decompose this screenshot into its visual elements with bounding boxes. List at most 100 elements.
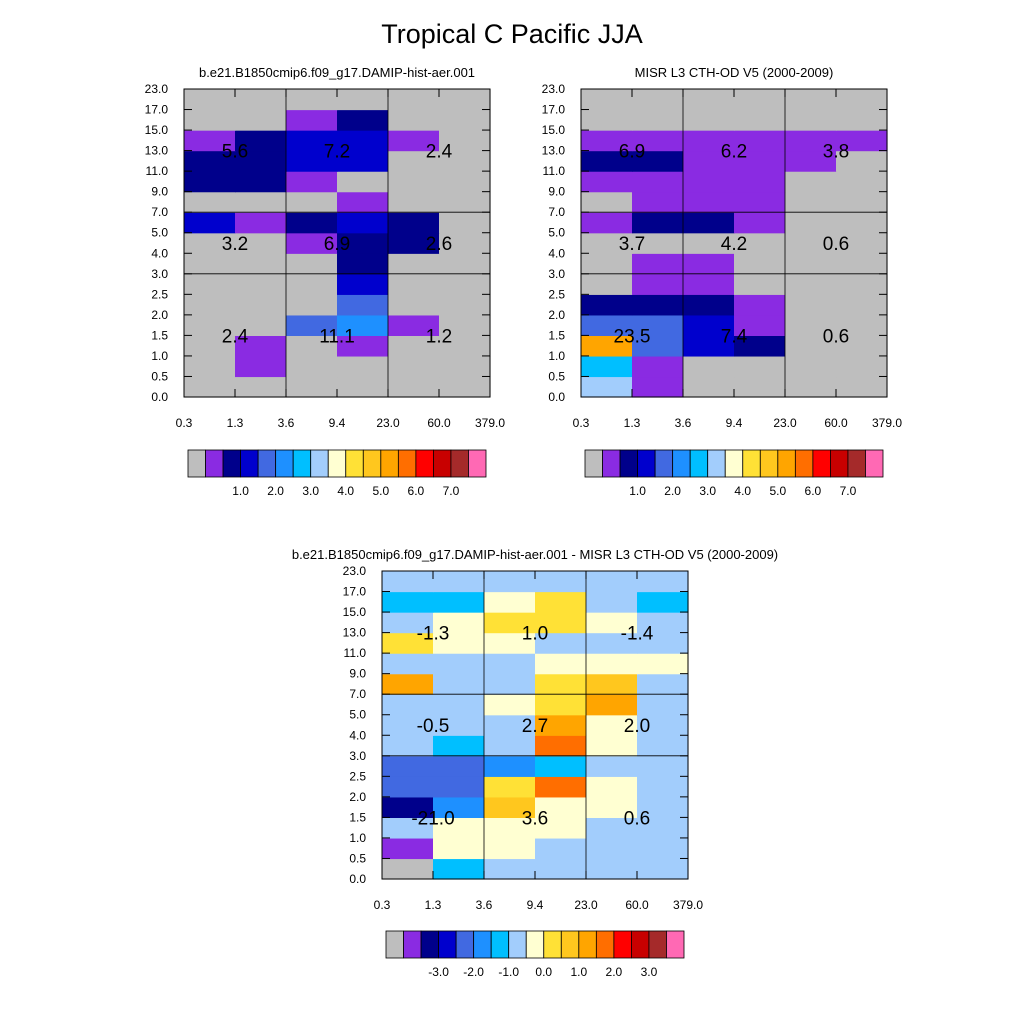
heatmap-cell [388, 314, 440, 336]
heatmap-cell [433, 673, 485, 695]
heatmap-cell [433, 796, 485, 818]
heatmap-cell [235, 314, 287, 336]
group-value-label: 2.0 [624, 716, 650, 737]
group-value-label: 2.4 [222, 326, 249, 347]
colorbar-label: -1.0 [498, 965, 519, 979]
colorbar-label: 2.0 [606, 965, 623, 979]
y-tick-label: 4.0 [349, 728, 366, 742]
heatmap-cell [535, 817, 587, 839]
heatmap-cell [836, 150, 888, 172]
y-tick-label: 17.0 [145, 103, 169, 117]
heatmap-cell [286, 294, 338, 316]
group-value-label: 6.9 [619, 142, 645, 163]
group-value-label: 2.7 [522, 716, 548, 737]
colorbar-swatch [525, 930, 545, 959]
heatmap-cell [337, 191, 389, 213]
y-tick-label: 9.0 [548, 185, 565, 199]
x-tick-label: 23.0 [773, 416, 797, 430]
heatmap-cell [286, 191, 338, 213]
heatmap-cell [184, 314, 236, 336]
colorbar-swatch [275, 449, 294, 478]
heatmap-cell [586, 632, 638, 654]
heatmap-cell [586, 796, 638, 818]
colorbar-swatch [438, 930, 457, 959]
heatmap-cell [785, 335, 837, 357]
heatmap-cell [286, 171, 338, 193]
group-value-label: 6.2 [721, 142, 747, 163]
colorbar-swatch [345, 449, 364, 478]
y-tick-label: 17.0 [343, 585, 367, 599]
y-tick-label: 5.0 [349, 708, 366, 722]
heatmap-cell [235, 191, 287, 213]
group-value-label: 0.6 [823, 234, 849, 255]
heatmap-cell [535, 714, 587, 736]
colorbar-swatch [847, 449, 866, 478]
heatmap-cell [382, 817, 434, 839]
colorbar-swatch [578, 930, 597, 959]
colorbar-label: 7.0 [840, 484, 857, 498]
heatmap-cell [286, 314, 338, 336]
colorbar-label: 5.0 [372, 484, 389, 498]
heatmap-cell [535, 571, 587, 593]
heatmap-cell [535, 735, 587, 757]
heatmap-cell [535, 837, 587, 860]
heatmap-cell [683, 89, 735, 111]
colorbar-swatch [595, 930, 615, 959]
heatmap-cell [184, 253, 236, 275]
heatmap-cell [581, 273, 633, 295]
heatmap-cell [683, 130, 735, 152]
heatmap-cell [388, 294, 440, 316]
heatmap-cell [632, 150, 684, 172]
y-tick-label: 3.0 [151, 267, 168, 281]
colorbar-swatch [397, 449, 417, 478]
heatmap-cell [235, 253, 287, 275]
colorbar-swatch [508, 930, 527, 959]
heatmap-cell [637, 612, 689, 634]
x-tick-label: 379.0 [475, 416, 505, 430]
heatmap-cell [382, 735, 434, 757]
heatmap-cell [286, 253, 338, 275]
y-tick-label: 9.0 [151, 185, 168, 199]
heatmap-cell [683, 355, 735, 378]
heatmap-cell [637, 755, 689, 777]
heatmap-cell [286, 273, 338, 295]
heatmap-cell [286, 89, 338, 111]
heatmap-cell [433, 735, 485, 757]
y-tick-label: 2.5 [151, 287, 168, 301]
heatmap-cell [785, 191, 837, 213]
heatmap-cell [184, 335, 236, 357]
colorbar-swatch [654, 449, 674, 478]
colorbar-label: -3.0 [428, 965, 449, 979]
heatmap-cell [184, 109, 236, 131]
heatmap-cell [439, 314, 491, 336]
y-tick-label: 13.0 [542, 144, 566, 158]
heatmap-cell [484, 776, 536, 798]
heatmap-cell [586, 571, 638, 593]
colorbar-swatch [205, 449, 224, 478]
y-tick-label: 7.0 [151, 205, 168, 219]
heatmap-cell [337, 294, 389, 316]
heatmap-cell [734, 171, 786, 193]
heatmap-cell [734, 355, 786, 378]
colorbar-swatch [362, 449, 382, 478]
heatmap-cell [581, 171, 633, 193]
heatmap-cell [632, 109, 684, 131]
heatmap-cell [388, 212, 440, 234]
heatmap-cell [535, 796, 587, 818]
heatmap-cell [439, 294, 491, 316]
colorbar-label: -2.0 [463, 965, 484, 979]
heatmap-cell [836, 109, 888, 131]
y-tick-label: 1.0 [548, 349, 565, 363]
heatmap-cell [286, 212, 338, 234]
colorbar-swatch [830, 449, 849, 478]
x-tick-label: 9.4 [527, 898, 544, 912]
colorbar-swatch [455, 930, 475, 959]
heatmap-cell [637, 776, 689, 798]
heatmap-cell [439, 191, 491, 213]
heatmap-cell [683, 109, 735, 131]
heatmap-cell [632, 335, 684, 357]
heatmap-cell [484, 571, 536, 593]
heatmap-cell [337, 253, 389, 275]
panel-title: b.e21.B1850cmip6.f09_g17.DAMIP-hist-aer.… [292, 547, 778, 562]
heatmap-cell [337, 232, 389, 254]
